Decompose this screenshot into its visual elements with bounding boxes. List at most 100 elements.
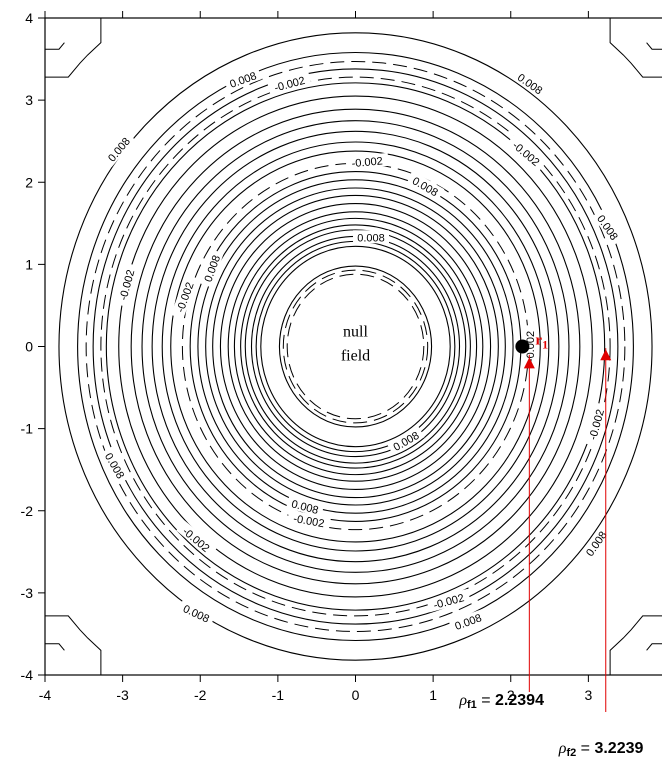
contour-label-bg-19 [580, 524, 612, 562]
contour-label-18: -0.002 [176, 520, 218, 558]
x-tick-label-3: -1 [272, 687, 285, 703]
contour-label-bg-16 [286, 495, 325, 518]
corner-contour-3-a [609, 615, 662, 675]
rho-f1-value: 2.2394 [495, 692, 544, 709]
contour-solid-2 [255, 240, 456, 453]
y-tick-label-5: -1 [21, 421, 34, 437]
null-field-line-2: field [341, 348, 370, 365]
contour-label-bg-12 [523, 325, 537, 368]
contour-solid-1 [260, 245, 451, 448]
contour-label-text-5: -0.002 [351, 155, 383, 170]
rho-f1-annotation: ρf1 = 2.2394 [459, 692, 544, 711]
contour-solid-9 [212, 194, 499, 499]
corner-contour-1-b [646, 42, 662, 50]
contour-label-text-8: 0.008 [357, 232, 385, 244]
contour-solid-13 [170, 150, 541, 543]
contour-dashed-0 [286, 273, 425, 420]
corner-contour-1-a [609, 18, 662, 78]
contour-solid-19 [105, 82, 606, 611]
y-tick-label-2: 2 [25, 174, 33, 190]
contour-label-bg-0 [223, 66, 262, 92]
contour-label-bg-20 [177, 599, 216, 627]
contour-label-12: -0.002 [523, 325, 537, 368]
marker-rho-f1-marker [523, 357, 535, 369]
rho-f2-symbol: ρ [558, 740, 567, 757]
contour-dashed-4 [85, 61, 626, 632]
corner-contour-0-b [45, 42, 65, 50]
y-tick-label-3: 1 [25, 256, 33, 272]
contour-label-15: 0.008 [100, 446, 130, 485]
x-tick-label-2: -2 [194, 687, 207, 703]
contour-label-13: 0.008 [386, 425, 425, 456]
contour-label-bg-13 [386, 425, 425, 456]
rho-f2-annotation: ρf2 = 3.2239 [559, 740, 644, 759]
contour-label-0: 0.008 [223, 66, 262, 92]
contour-solid-14 [161, 141, 550, 552]
corner-contour-2-a [45, 615, 102, 675]
contour-label-bg-8 [353, 230, 390, 244]
contour-solid-10 [205, 187, 506, 506]
contour-label-bg-11 [199, 249, 224, 288]
contour-solid-17 [130, 108, 581, 585]
rho-f1-equals: = [476, 692, 496, 709]
x-tick-label-0: -4 [39, 687, 52, 703]
contour-label-bg-6 [406, 171, 445, 201]
contour-label-text-9: -0.002 [118, 269, 138, 302]
contour-solid-15 [151, 130, 560, 563]
contour-label-11: 0.008 [199, 249, 224, 288]
marker-rho-f2-marker [600, 349, 612, 361]
y-tick-label-1: 3 [25, 92, 33, 108]
contour-label-bg-3 [101, 131, 135, 168]
contour-label-3: 0.008 [101, 131, 135, 168]
corner-contour-2-b [45, 643, 65, 651]
contour-label-20: 0.008 [177, 599, 216, 627]
y-tick-label-4: 0 [25, 339, 33, 355]
marker-r1-label: r1 [535, 333, 548, 352]
x-tick-label-1: -3 [116, 687, 129, 703]
rho-f2-equals: = [576, 740, 595, 757]
contour-solid-3 [250, 235, 461, 458]
corner-contour-0-a [45, 18, 102, 78]
marker-r1 [515, 339, 530, 354]
contour-label-5: -0.002 [345, 152, 389, 170]
contour-label-bg-18 [176, 520, 218, 558]
null-field-label: null field [341, 324, 370, 365]
contour-dashed-1 [282, 269, 429, 424]
contour-solid-12 [189, 171, 522, 522]
rho-f1-symbol: ρ [459, 692, 468, 709]
contour-label-21: -0.002 [426, 588, 471, 613]
marker-r1-label-sub: 1 [542, 338, 548, 352]
y-tick-label-6: -2 [21, 503, 34, 519]
contour-label-10: -0.002 [170, 274, 198, 320]
contour-solid-6 [233, 217, 478, 476]
contour-label-bg-10 [170, 274, 198, 320]
contour-label-bg-2 [511, 67, 549, 99]
contour-label-8: 0.008 [353, 230, 390, 244]
contour-label-bg-5 [345, 152, 389, 170]
contour-label-text-22: 0.008 [453, 612, 483, 633]
contour-solid-11 [197, 179, 514, 514]
contour-label-bg-1 [267, 71, 312, 95]
contour-label-bg-15 [100, 446, 130, 485]
contour-solid-8 [219, 203, 492, 490]
contour-label-text-1: -0.002 [273, 75, 306, 95]
contour-label-bg-22 [448, 608, 488, 634]
rho-f2-subscript: f2 [566, 747, 577, 759]
y-tick-label-8: -4 [21, 667, 34, 683]
corner-contour-3-b [646, 643, 662, 651]
x-tick-label-5: 1 [429, 687, 437, 703]
contour-solid-5 [240, 224, 471, 469]
contour-label-text-12: -0.002 [525, 331, 537, 362]
contour-label-bg-21 [426, 588, 471, 613]
y-tick-label-7: -3 [21, 585, 34, 601]
rho-f1-subscript: f1 [467, 699, 477, 711]
contour-label-bg-9 [114, 262, 138, 307]
contour-solid-7 [227, 211, 484, 482]
corner-contour-features [45, 18, 662, 675]
rho-f2-value: 3.2239 [594, 740, 644, 757]
contour-label-17: -0.002 [287, 510, 332, 530]
contour-solid-0 [278, 265, 433, 428]
contour-dashed-3 [100, 76, 611, 617]
y-tick-label-0: 4 [25, 10, 33, 26]
